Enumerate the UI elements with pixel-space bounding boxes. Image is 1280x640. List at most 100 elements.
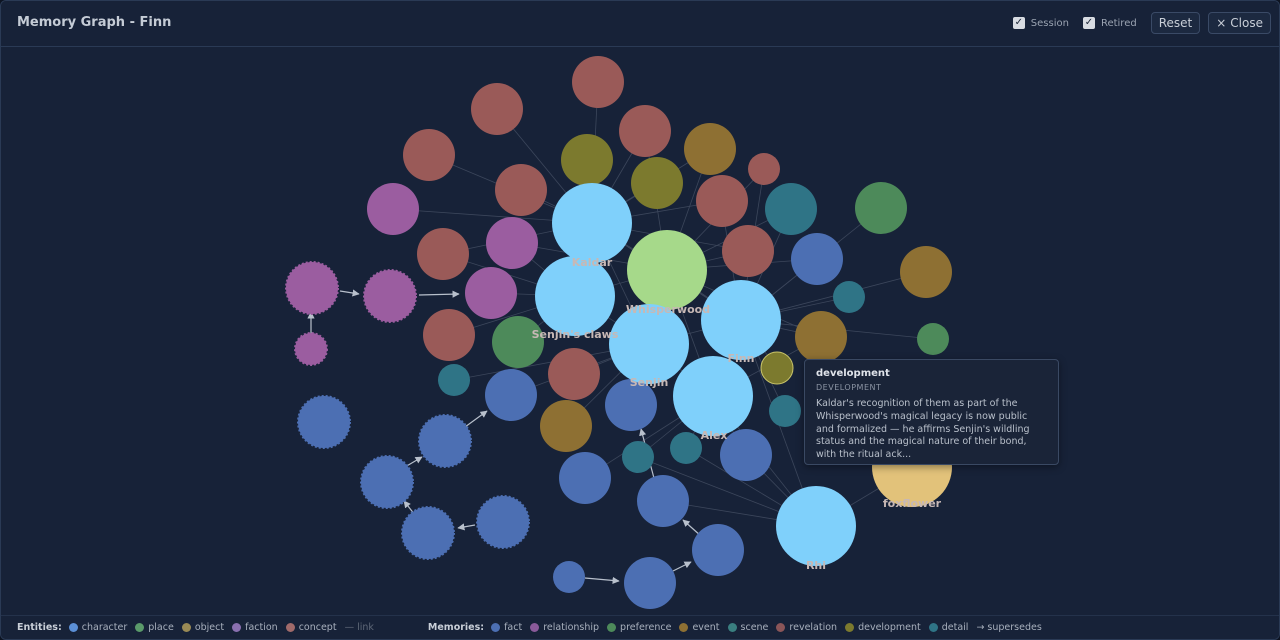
legend-entity-dot — [181, 623, 191, 632]
node-event[interactable] — [900, 246, 952, 298]
legend-memory-dot — [727, 623, 737, 632]
legend-memory-event: event — [679, 622, 720, 633]
node-fact[interactable] — [401, 506, 455, 560]
node-relationship[interactable] — [465, 267, 517, 319]
node-revelation[interactable] — [548, 348, 600, 400]
legend-memory-fact: fact — [491, 622, 522, 633]
legend-link-label: — link — [344, 622, 374, 633]
reset-button[interactable]: Reset — [1150, 12, 1201, 34]
legend-memory-label: event — [692, 622, 720, 633]
close-icon: × — [1216, 16, 1227, 30]
node-fact[interactable] — [559, 452, 611, 504]
legend-entity-dot — [285, 623, 295, 632]
legend-memory-detail: detail — [928, 622, 969, 633]
node-detail[interactable] — [769, 395, 801, 427]
node-revelation[interactable] — [696, 175, 748, 227]
legend-entities-title: Entities: — [17, 622, 62, 633]
node-detail[interactable] — [765, 183, 817, 235]
close-label: Close — [1230, 16, 1263, 30]
entity-nodes[interactable] — [535, 183, 952, 566]
node-revelation[interactable] — [471, 83, 523, 135]
node-fact[interactable] — [418, 414, 472, 468]
node-event[interactable] — [540, 400, 592, 452]
node-fact[interactable] — [791, 233, 843, 285]
legend-memory-dot — [607, 623, 617, 632]
graph-nodes[interactable] — [285, 56, 952, 609]
retired-toggle[interactable]: ✓ Retired — [1082, 17, 1137, 29]
legend-bar: Entities: character place object faction con… — [1, 615, 1279, 639]
tooltip-subtitle: DEVELOPMENT — [816, 383, 882, 392]
node-preference[interactable] — [492, 316, 544, 368]
legend-entity-dot — [232, 623, 242, 632]
node-detail[interactable] — [438, 364, 470, 396]
node-revelation[interactable] — [619, 105, 671, 157]
node-revelation[interactable] — [748, 153, 780, 185]
legend-memory-label: preference — [620, 622, 672, 633]
legend-memory-label: scene — [740, 622, 769, 633]
node-revelation[interactable] — [722, 225, 774, 277]
node-relationship[interactable] — [363, 269, 417, 323]
node-development[interactable] — [631, 157, 683, 209]
node-senjin[interactable] — [609, 304, 689, 384]
entity-labels: Kaldar Whisperwood Senjin's claws Finn S… — [532, 256, 942, 572]
session-checkbox[interactable]: ✓ — [1012, 17, 1025, 29]
node-fact[interactable] — [720, 429, 772, 481]
legend-memory-label: fact — [504, 622, 523, 633]
legend-memory-dot — [928, 623, 938, 632]
legend-memory-preference: preference — [607, 622, 671, 633]
node-preference[interactable] — [917, 323, 949, 355]
session-label: Session — [1030, 17, 1069, 29]
node-relationship[interactable] — [486, 217, 538, 269]
node-detail[interactable] — [622, 441, 654, 473]
legend-memories-title: Memories: — [427, 622, 485, 633]
node-revelation[interactable] — [423, 309, 475, 361]
node-fact[interactable] — [476, 495, 530, 549]
graph-canvas[interactable]: Kaldar Whisperwood Senjin's claws Finn S… — [1, 47, 1279, 615]
legend-memory-development: development — [845, 622, 921, 633]
node-fact[interactable] — [637, 475, 689, 527]
node-alex[interactable] — [673, 356, 753, 436]
node-rhi[interactable] — [776, 486, 856, 566]
node-detail[interactable] — [833, 281, 865, 313]
label-senjin: Senjin — [630, 376, 669, 389]
node-finn[interactable] — [701, 280, 781, 360]
label-whisperwood: Whisperwood — [626, 303, 710, 316]
node-whisperwood[interactable] — [627, 230, 707, 310]
node-preference[interactable] — [855, 182, 907, 234]
legend-memory-dot — [845, 623, 855, 632]
node-revelation[interactable] — [403, 129, 455, 181]
node-fact[interactable] — [605, 379, 657, 431]
node-fact[interactable] — [692, 524, 744, 576]
node-revelation[interactable] — [572, 56, 624, 108]
session-toggle[interactable]: ✓ Session — [1012, 17, 1069, 29]
node-revelation[interactable] — [417, 228, 469, 280]
node-fact[interactable] — [297, 395, 351, 449]
legend-entity-label: character — [81, 622, 128, 633]
close-button[interactable]: × Close — [1208, 12, 1271, 34]
label-alex: Alex — [701, 429, 728, 442]
node-revelation[interactable] — [495, 164, 547, 216]
node-event[interactable] — [795, 311, 847, 363]
legend-entity-object: object — [181, 622, 224, 633]
graph-svg[interactable]: Kaldar Whisperwood Senjin's claws Finn S… — [1, 47, 1279, 615]
legend-memory-label: detail — [941, 622, 969, 633]
node-fact[interactable] — [360, 455, 414, 509]
legend-supersedes-label: → supersedes — [976, 622, 1042, 633]
node-kaldar[interactable] — [552, 183, 632, 263]
node-senjins-claws[interactable] — [535, 256, 615, 336]
label-foxflower: foxflower — [883, 497, 942, 510]
node-relationship[interactable] — [285, 261, 339, 315]
node-development[interactable] — [561, 134, 613, 186]
legend-memory-dot — [491, 623, 501, 632]
node-relationship[interactable] — [367, 183, 419, 235]
node-fact[interactable] — [485, 369, 537, 421]
node-development[interactable] — [760, 351, 794, 385]
node-event[interactable] — [684, 123, 736, 175]
node-detail[interactable] — [670, 432, 702, 464]
retired-checkbox[interactable]: ✓ — [1082, 17, 1095, 29]
node-fact[interactable] — [553, 561, 585, 593]
node-fact[interactable] — [624, 557, 676, 609]
node-relationship[interactable] — [294, 332, 328, 366]
legend-memory-dot — [530, 623, 540, 632]
